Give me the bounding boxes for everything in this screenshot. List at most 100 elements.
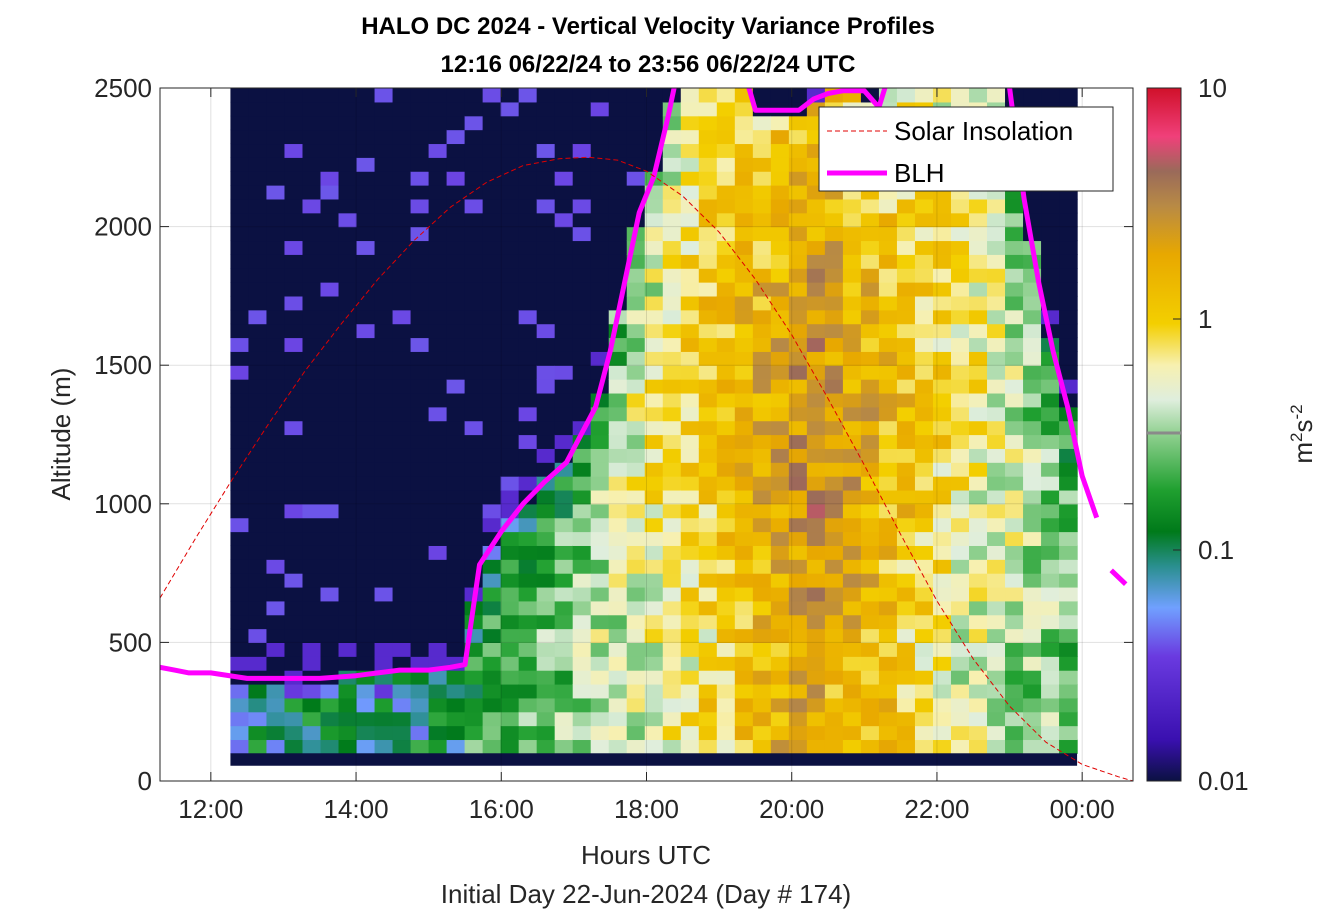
heatmap-cell: [860, 628, 880, 643]
heatmap-cell: [356, 295, 376, 311]
heatmap-cell: [356, 739, 376, 754]
heatmap-cell: [500, 476, 520, 491]
heatmap-cell: [536, 282, 556, 297]
heatmap-cell: [500, 489, 520, 505]
heatmap-cell: [1023, 600, 1042, 616]
heatmap-cell: [464, 739, 484, 754]
heatmap-cell: [374, 545, 394, 560]
heatmap-cell: [950, 434, 970, 449]
heatmap-cell: [284, 586, 304, 602]
heatmap-cell: [428, 545, 448, 560]
heatmap-cell: [896, 656, 916, 671]
heatmap-cell: [662, 656, 682, 671]
heatmap-cell: [248, 171, 268, 186]
heatmap-cell: [662, 157, 682, 172]
y-axis-label: Altitude (m): [46, 368, 76, 501]
heatmap-cell: [230, 573, 250, 588]
heatmap-cell: [500, 406, 520, 422]
heatmap-cell: [932, 573, 952, 588]
heatmap-cell: [302, 586, 322, 602]
heatmap-cell: [320, 323, 340, 339]
heatmap-cell: [248, 683, 268, 699]
heatmap-cell: [302, 240, 322, 255]
heatmap-cell: [914, 295, 934, 311]
heatmap-cell: [788, 517, 808, 533]
heatmap-cell: [302, 656, 322, 671]
heatmap-cell: [320, 683, 340, 699]
heatmap-cell: [320, 711, 340, 727]
heatmap-cell: [446, 711, 466, 727]
heatmap-cell: [644, 420, 664, 436]
heatmap-cell: [356, 531, 376, 546]
heatmap-cell: [410, 157, 430, 172]
heatmap-cell: [662, 503, 682, 519]
heatmap-cell: [878, 614, 898, 630]
heatmap-cell: [662, 282, 682, 297]
heatmap-cell: [860, 614, 880, 630]
heatmap-cell: [932, 254, 952, 269]
heatmap-cell: [248, 628, 268, 643]
heatmap-cell: [1041, 420, 1060, 436]
heatmap-cell: [428, 711, 448, 727]
heatmap-cell: [374, 129, 394, 145]
heatmap-cell: [987, 531, 1006, 546]
heatmap-cell: [914, 545, 934, 560]
heatmap-cell: [770, 434, 790, 449]
heatmap-cell: [320, 545, 340, 560]
heatmap-cell: [536, 573, 556, 588]
heatmap-cell: [518, 268, 538, 283]
heatmap-cell: [572, 337, 592, 352]
heatmap-cell: [734, 240, 754, 255]
heatmap-cell: [680, 697, 700, 713]
heatmap-cell: [248, 489, 268, 505]
heatmap-cell: [644, 268, 664, 283]
heatmap-cell: [338, 489, 358, 505]
heatmap-cell: [842, 531, 862, 546]
heatmap-cell: [698, 670, 718, 685]
heatmap-cell: [464, 656, 484, 671]
heatmap-cell: [536, 697, 556, 713]
heatmap-cell: [536, 88, 556, 103]
heatmap-cell: [410, 573, 430, 588]
heatmap-cell: [734, 670, 754, 685]
heatmap-cell: [356, 628, 376, 643]
heatmap-cell: [554, 531, 574, 546]
heatmap-cell: [356, 309, 376, 325]
heatmap-cell: [914, 448, 934, 463]
heatmap-cell: [266, 295, 286, 311]
heatmap-cell: [698, 600, 718, 616]
heatmap-cell: [734, 115, 754, 131]
heatmap-cell: [266, 226, 286, 242]
heatmap-cell: [788, 143, 808, 158]
heatmap-cell: [1059, 365, 1078, 380]
heatmap-cell: [950, 600, 970, 616]
heatmap-cell: [338, 101, 358, 117]
heatmap-cell: [230, 559, 250, 574]
heatmap-cell: [987, 476, 1006, 491]
heatmap-cell: [987, 517, 1006, 533]
heatmap-cell: [572, 254, 592, 269]
heatmap-cell: [356, 101, 376, 117]
legend-label-solar: Solar Insolation: [894, 116, 1073, 146]
heatmap-cell: [482, 642, 502, 657]
heatmap-cell: [554, 157, 574, 172]
heatmap-cell: [950, 379, 970, 394]
heatmap-cell: [914, 88, 934, 103]
heatmap-cell: [230, 683, 250, 699]
heatmap-cell: [788, 309, 808, 325]
heatmap-cell: [932, 351, 952, 366]
heatmap-cell: [356, 254, 376, 269]
heatmap-cell: [680, 656, 700, 671]
heatmap-cell: [320, 559, 340, 574]
heatmap-cell: [320, 129, 340, 145]
heatmap-cell: [266, 489, 286, 505]
heatmap-cell: [392, 226, 412, 242]
heatmap-cell: [842, 670, 862, 685]
heatmap-cell: [248, 309, 268, 325]
heatmap-cell: [572, 295, 592, 311]
heatmap-cell: [842, 476, 862, 491]
heatmap-cell: [410, 198, 430, 214]
heatmap-cell: [500, 656, 520, 671]
heatmap-cell: [608, 143, 628, 158]
heatmap-cell: [770, 198, 790, 214]
